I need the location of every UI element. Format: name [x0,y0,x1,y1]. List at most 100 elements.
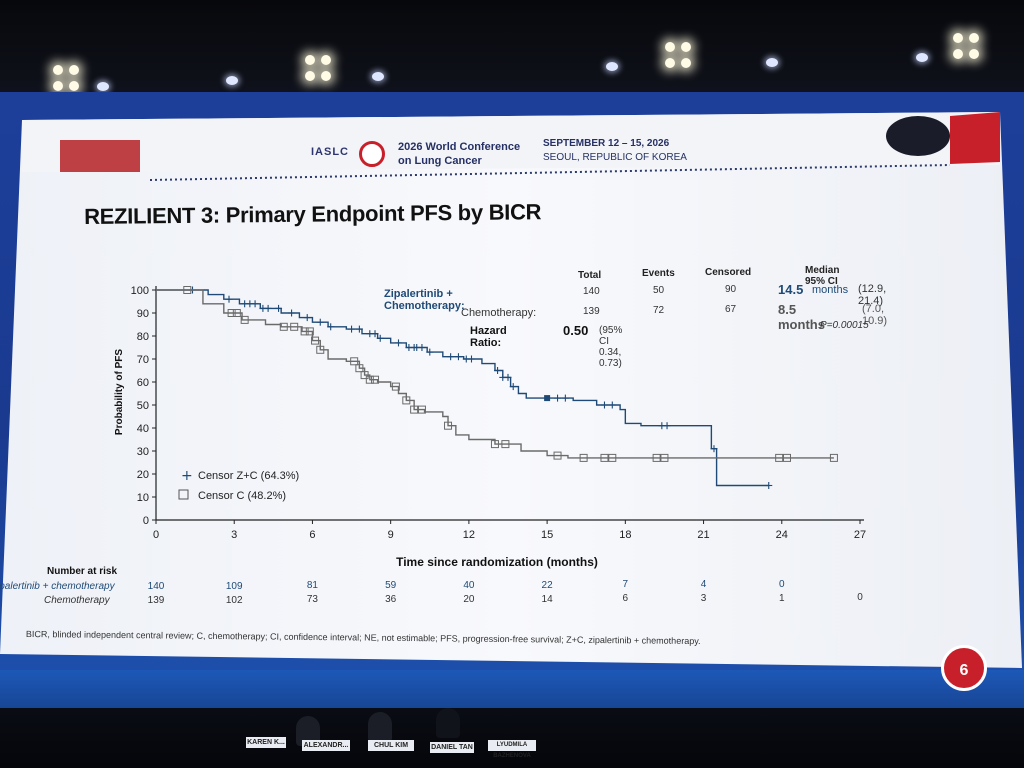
stage-light [305,71,315,81]
chart-plot-area [156,286,838,489]
legend-marker-square [178,489,189,500]
y-tick-label: 50 [137,400,149,412]
risk-value: 1 [778,592,785,604]
row-c-median-value: 8.5 months [778,302,825,332]
row-c-censored: 67 [725,304,737,315]
risk-value: 109 [225,580,243,592]
p-value: P=0.00015 [820,320,869,331]
stage-light [681,58,691,68]
risk-value: 40 [463,579,475,591]
censor-mark-zc [608,401,616,409]
stage-light [53,81,63,91]
risk-value: 102 [225,594,243,606]
y-tick-label: 60 [137,377,149,389]
risk-value: 6 [622,593,629,605]
chart-axes: 0 3 6 9 12 15 18 21 24 27 0 10 20 30 40 50 60 70 80 90 100 [131,285,866,541]
risk-value: 7 [622,579,629,591]
stage-light [665,58,675,68]
censor-mark-c [444,421,453,430]
censor-mark-zc [494,367,502,374]
censor-mark-zc [418,344,426,351]
risk-value: 139 [147,595,165,606]
y-tick-label: 90 [137,308,149,320]
x-tick-label: 27 [854,529,866,541]
nameplate: KAREN K... [246,737,286,748]
censor-mark-c [227,309,236,317]
stage-spotlight [226,76,238,85]
row-zc-median-value: 14.5 [778,282,804,297]
risk-value: 59 [385,580,397,592]
censor-mark-c [652,453,661,462]
risk-value: 81 [306,580,318,592]
hazard-ratio-value: 0.50 [563,323,589,338]
stage-light [665,42,675,52]
nameplate: LYUDMILA BAZHENOVA [488,740,536,759]
censor-mark-zc [509,383,517,391]
stats-header-censored: Censored [705,267,752,278]
stats-header-total: Total [578,270,602,281]
censor-mark-zc [251,300,259,308]
risk-value: 0 [778,578,785,590]
risk-value: 14 [541,593,553,605]
censor-mark-c [829,453,838,462]
x-tick-label: 6 [309,529,315,541]
row-zc-ci: (12.9, 21.4) [858,283,887,307]
censor-mark-zc [371,330,379,338]
censor-mark-zc [710,445,718,453]
row-c-events: 72 [653,305,665,316]
stage-light [53,65,63,75]
censor-mark-zc [264,304,272,312]
risk-value: 73 [306,594,318,606]
censor-mark-c [371,375,380,384]
censor-mark-c [391,382,400,391]
censor-mark-c [402,396,411,405]
stage-light [305,55,315,65]
nameplate: CHUL KIM [368,740,414,751]
censor-mark-zc [600,401,608,409]
risk-value: 140 [147,581,165,592]
risk-row-label-c: Chemotherapy [44,595,110,606]
risk-value: 4 [700,578,707,590]
nameplate: DANIEL TAN [430,742,474,753]
iaslc-logo: IASLC [311,146,349,158]
x-tick-label: 18 [619,529,631,541]
hazard-ratio-label: Hazard Ratio: [470,325,507,349]
x-tick-label: 15 [541,529,553,541]
row-zc-censored: 90 [725,284,737,295]
stage-spotlight [766,58,778,67]
stage-light [953,49,963,59]
legend-marker-plus: + [181,468,193,484]
censor-mark-c [553,451,562,460]
x-tick-label: 0 [153,529,159,541]
stage-spotlight [916,53,928,62]
row-zc-events: 50 [653,285,665,296]
y-tick-label: 0 [143,515,149,527]
row-c-total: 139 [583,306,600,317]
series-line-zc [156,289,769,487]
conference-name-line1: 2026 World Conference [398,141,521,153]
censor-mark-zc [348,325,356,333]
censor-mark-c [410,405,419,414]
censor-mark-c [305,327,314,336]
censor-mark-zc [663,422,671,430]
stage-light [969,49,979,59]
panel-table: KAREN K... ALEXANDR... CHUL KIM DANIEL T… [240,708,620,768]
y-tick-label: 80 [137,331,149,343]
censor-mark-c [660,453,669,462]
censor-mark-zc [504,373,512,381]
censor-mark-zc-filled [544,395,551,402]
stage-light [321,71,331,81]
censor-mark-c [608,453,617,462]
censor-mark-zc [327,323,335,331]
censor-mark-c [600,453,609,462]
risk-value: 0 [857,592,863,604]
x-tick-label: 21 [697,529,709,541]
y-tick-label: 30 [137,446,149,458]
panelist [436,708,460,738]
risk-row-label-zc: zipalertinib + chemotherapy [0,581,115,592]
legend-label-zc: Censor Z+C (64.3%) [198,470,299,482]
y-tick-label: 10 [137,492,149,504]
conference-dates: SEPTEMBER 12 – 15, 2026 [543,138,670,149]
censor-mark-zc [225,295,233,303]
